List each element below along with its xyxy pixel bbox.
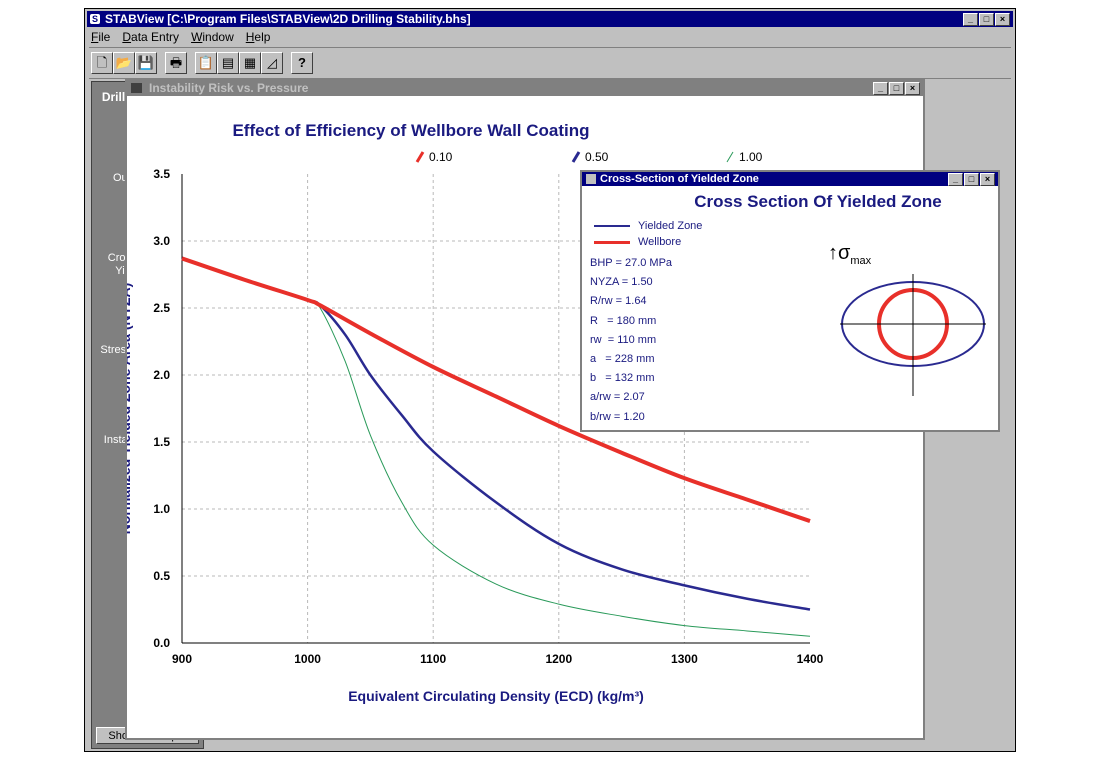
stabview-app-icon[interactable]: S: [90, 14, 100, 24]
chart-window-icon[interactable]: [131, 83, 142, 93]
cross-section-params: BHP = 27.0 MPa NYZA = 1.50 R/rw = 1.64 R…: [590, 254, 672, 427]
param-nyza: NYZA = 1.50: [590, 276, 653, 289]
chart-window-title-bar: Instability Risk vs. Pressure _ □ ×: [127, 80, 923, 96]
menu-window[interactable]: Window: [191, 30, 234, 44]
y-tick-label: 2.5: [153, 301, 170, 315]
open-data-icon[interactable]: 📋: [195, 52, 217, 74]
y-tick-label: 0.0: [153, 636, 170, 650]
chart-minimize-button[interactable]: _: [873, 82, 888, 95]
legend-label: Wellbore: [638, 236, 682, 248]
print-icon[interactable]: 🖶: [165, 52, 187, 74]
xsec-maximize-button[interactable]: □: [964, 173, 979, 186]
param-a-rw: a/rw = 2.07: [590, 391, 645, 404]
app-title-bar: S STABView [C:\Program Files\STABView\2D…: [87, 11, 1013, 27]
x-tick-label: 1300: [671, 652, 698, 666]
legend-label: Yielded Zone: [638, 220, 703, 232]
window-controls: _ □ ×: [963, 13, 1010, 26]
ecd-chart: 900 1000 1100 1200 1300 1400 0.0 0.5 1.0 1.5 2.0 2.…: [127, 121, 824, 704]
y-tick-label: 3.0: [153, 234, 170, 248]
chart-window-title: Instability Risk vs. Pressure: [149, 81, 309, 95]
x-tick-label: 1000: [294, 652, 321, 666]
param-r-rw: R/rw = 1.64: [590, 295, 647, 308]
x-tick-label: 900: [172, 652, 192, 666]
menu-data-entry[interactable]: Data Entry: [122, 30, 180, 44]
x-tick-label: 1200: [545, 652, 572, 666]
param-b-rw: b/rw = 1.20: [590, 410, 645, 423]
app-title: STABView [C:\Program Files\STABView\2D D…: [105, 12, 471, 26]
report-icon[interactable]: ▦: [239, 52, 261, 74]
maximize-button[interactable]: □: [979, 13, 994, 26]
menu-bar: File Data Entry Window Help: [91, 29, 270, 45]
param-rw: rw = 110 mm: [590, 333, 657, 346]
chart-window-controls: _ □ ×: [873, 82, 920, 95]
minimize-button[interactable]: _: [963, 13, 978, 26]
sigma-symbol: ↑σ: [828, 242, 851, 264]
x-tick-label: 1100: [420, 652, 446, 666]
y-tick-label: 2.0: [153, 368, 170, 382]
help-icon[interactable]: ?: [291, 52, 313, 74]
series-line-0.10: [181, 256, 811, 523]
param-r: R = 180 mm: [590, 314, 657, 327]
y-tick-label: 1.5: [153, 435, 170, 449]
legend-label: 0.10: [429, 150, 453, 164]
y-tick-label: 0.5: [153, 569, 170, 583]
x-tick-label: 1400: [797, 652, 824, 666]
legend-label: 1.00: [739, 150, 763, 164]
legend-swatch-1.00: [726, 151, 734, 163]
toolbar: 🗋 📂 💾 🖶 📋 ▤ ▦ ◿ ?: [89, 47, 1011, 79]
chart-maximize-button[interactable]: □: [889, 82, 904, 95]
menu-help[interactable]: Help: [245, 30, 271, 44]
legend-label: 0.50: [585, 150, 609, 164]
cross-section-window-title: Cross-Section of Yielded Zone: [600, 173, 759, 185]
param-bhp: BHP = 27.0 MPa: [590, 257, 673, 269]
chart-close-button[interactable]: ×: [905, 82, 920, 95]
save-disk-icon[interactable]: 💾: [135, 52, 157, 74]
cross-section-window-controls: _ □ ×: [948, 173, 995, 186]
menu-file[interactable]: File: [91, 30, 111, 44]
legend-swatch-0.50: [571, 151, 581, 163]
sigma-subscript: max: [850, 255, 872, 267]
yielded-zone-swatch: [594, 225, 630, 227]
chart-icon[interactable]: ◿: [261, 52, 283, 74]
xsec-close-button[interactable]: ×: [980, 173, 995, 186]
legend-yielded-zone: Yielded Zone: [594, 220, 702, 232]
param-b: b = 132 mm: [590, 372, 655, 385]
cross-section-heading: Cross Section Of Yielded Zone: [694, 192, 942, 211]
edit-data-icon[interactable]: ▤: [217, 52, 239, 74]
chart-title: Effect of Efficiency of Wellbore Wall Co…: [232, 121, 589, 140]
cross-section-title-bar: Cross-Section of Yielded Zone _ □ ×: [582, 172, 998, 186]
legend-wellbore: Wellbore: [594, 236, 681, 248]
y-tick-label: 3.5: [153, 167, 170, 181]
y-axis-label: Normalized Yielded Zone Area (NYZA): [127, 283, 133, 535]
cross-section-window: Cross-Section of Yielded Zone _ □ × Cros…: [580, 170, 1000, 432]
open-folder-icon[interactable]: 📂: [113, 52, 135, 74]
cross-section-window-icon[interactable]: [586, 174, 596, 184]
param-a: a = 228 mm: [590, 353, 655, 366]
wellbore-swatch: [594, 240, 630, 244]
x-axis-label: Equivalent Circulating Density (ECD) (kg…: [348, 688, 644, 704]
sigma-max-label: ↑σmax: [828, 242, 871, 267]
close-button[interactable]: ×: [995, 13, 1010, 26]
new-file-icon[interactable]: 🗋: [91, 52, 113, 74]
cross-section-diagram: [840, 274, 986, 396]
legend-swatch-0.10: [415, 151, 425, 163]
xsec-minimize-button[interactable]: _: [948, 173, 963, 186]
y-tick-label: 1.0: [153, 502, 170, 516]
